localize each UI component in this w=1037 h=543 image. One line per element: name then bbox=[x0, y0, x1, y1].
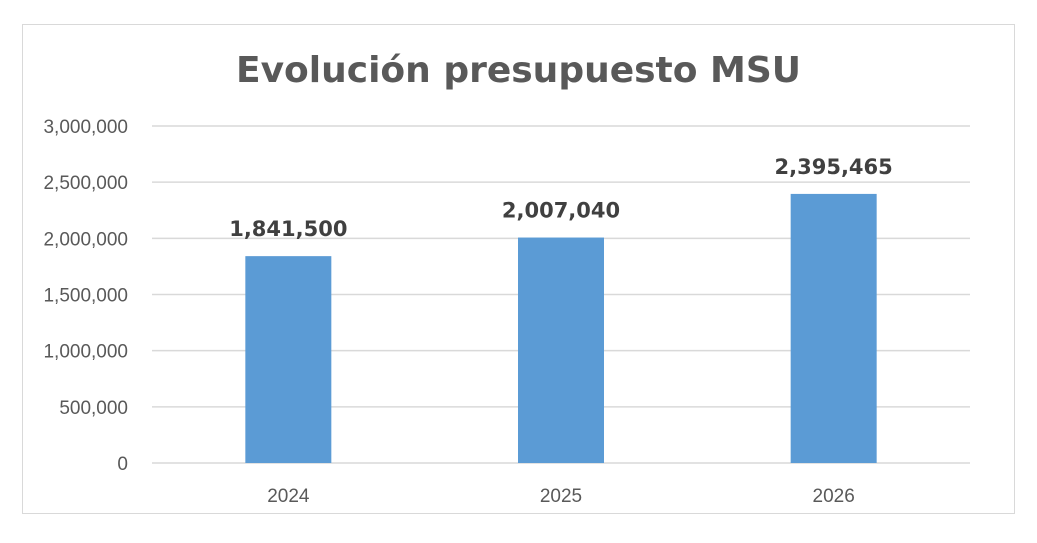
bar-2026 bbox=[790, 193, 877, 464]
y-tick-label: 1,500,000 bbox=[43, 286, 128, 307]
data-labels: 1,841,500 2,007,040 2,395,465 bbox=[229, 155, 893, 241]
x-axis-ticks: 2024 2025 2026 bbox=[267, 486, 855, 507]
y-tick-label: 2,500,000 bbox=[43, 173, 128, 194]
y-tick-label: 3,000,000 bbox=[43, 117, 128, 138]
y-tick-label: 1,000,000 bbox=[43, 342, 128, 363]
data-label-2024: 1,841,500 bbox=[229, 217, 347, 241]
bars bbox=[245, 193, 877, 464]
x-tick-label: 2024 bbox=[267, 486, 310, 507]
chart-title: Evolución presupuesto MSU bbox=[235, 50, 802, 91]
x-tick-label: 2026 bbox=[813, 486, 855, 507]
y-tick-label: 2,000,000 bbox=[43, 229, 128, 250]
bar-2025 bbox=[518, 237, 604, 463]
data-label-2026: 2,395,465 bbox=[775, 155, 893, 179]
y-axis-ticks: 0 500,000 1,000,000 1,500,000 2,000,000 2,500… bbox=[43, 117, 128, 475]
bar-2024 bbox=[245, 256, 332, 463]
y-tick-label: 500,000 bbox=[59, 398, 128, 419]
x-tick-label: 2025 bbox=[540, 486, 582, 507]
y-tick-label: 0 bbox=[117, 454, 128, 475]
data-label-2025: 2,007,040 bbox=[502, 199, 620, 223]
